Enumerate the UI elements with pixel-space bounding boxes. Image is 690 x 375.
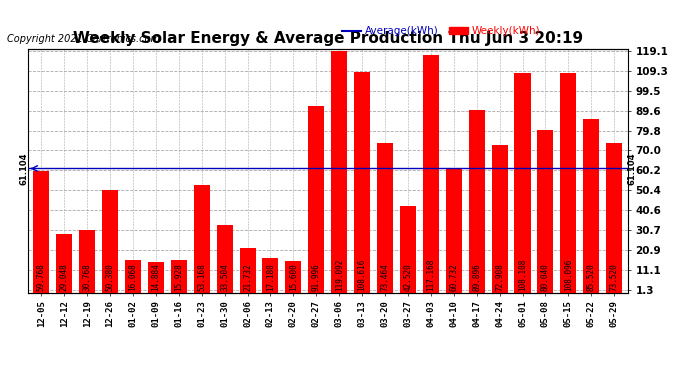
Bar [354,72,370,292]
Text: 72.908: 72.908 [495,264,504,291]
Text: 61.104: 61.104 [19,152,29,185]
Bar [515,73,531,292]
Bar [423,55,439,292]
Bar [308,106,324,292]
Text: 117.168: 117.168 [426,259,435,291]
Bar [217,225,233,292]
Text: 42.520: 42.520 [404,264,413,291]
Bar [125,260,141,292]
Text: 73.520: 73.520 [610,264,619,291]
Text: 61.104: 61.104 [628,152,637,185]
Text: 85.520: 85.520 [586,264,595,291]
Bar [33,171,50,292]
Text: 91.996: 91.996 [312,264,321,291]
Text: 119.092: 119.092 [335,259,344,291]
Bar [57,234,72,292]
Text: 17.180: 17.180 [266,264,275,291]
Bar [194,184,210,292]
Bar [560,73,576,292]
Bar [79,230,95,292]
Bar [171,260,187,292]
Text: 15.600: 15.600 [289,264,298,291]
Bar [538,130,553,292]
Bar [606,143,622,292]
Bar [262,258,279,292]
Text: 80.040: 80.040 [541,264,550,291]
Text: 89.896: 89.896 [472,264,481,291]
Text: 108.108: 108.108 [518,259,527,291]
Bar [102,190,118,292]
Bar [148,262,164,292]
Bar [583,119,599,292]
Text: 73.464: 73.464 [380,264,390,291]
Bar [331,51,347,292]
Bar [446,169,462,292]
Text: 15.928: 15.928 [175,264,184,291]
Text: 50.380: 50.380 [106,264,115,291]
Text: 60.732: 60.732 [449,264,458,291]
Text: 29.048: 29.048 [60,264,69,291]
Title: Weekly Solar Energy & Average Production Thu Jun 3 20:19: Weekly Solar Energy & Average Production… [72,31,583,46]
Legend: Average(kWh), Weekly(kWh): Average(kWh), Weekly(kWh) [337,22,544,40]
Text: 30.768: 30.768 [83,264,92,291]
Text: 53.168: 53.168 [197,264,206,291]
Text: 21.732: 21.732 [243,264,252,291]
Text: 59.768: 59.768 [37,264,46,291]
Bar [377,143,393,292]
Text: 108.616: 108.616 [357,259,366,291]
Text: 108.096: 108.096 [564,259,573,291]
Text: 16.068: 16.068 [128,264,137,291]
Text: 14.884: 14.884 [151,264,160,291]
Bar [239,248,255,292]
Text: 33.504: 33.504 [220,264,229,291]
Bar [286,261,302,292]
Bar [469,110,484,292]
Text: Copyright 2021 Cartronics.com: Copyright 2021 Cartronics.com [7,34,160,44]
Bar [491,144,508,292]
Bar [400,206,416,292]
